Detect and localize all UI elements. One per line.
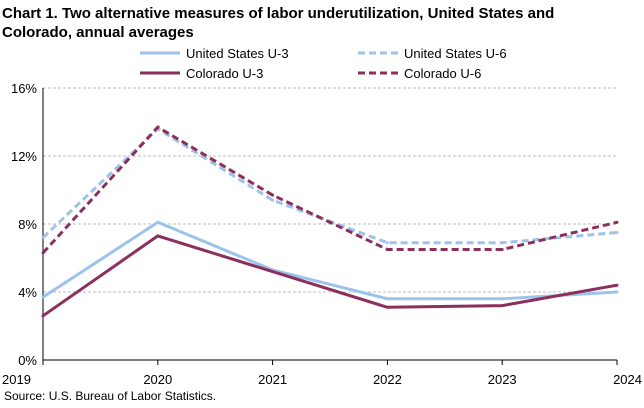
legend-label: Colorado U-3 — [186, 66, 263, 81]
data-point — [41, 295, 45, 299]
data-point — [615, 220, 619, 224]
data-point — [615, 231, 619, 234]
chart-title-line-1: Chart 1. Two alternative measures of lab… — [2, 5, 555, 22]
y-tick-label: 12% — [11, 149, 37, 164]
data-point — [156, 125, 160, 129]
chart-title: Chart 1. Two alternative measures of lab… — [2, 4, 642, 42]
legend-label: United States U-6 — [404, 46, 507, 61]
data-point — [385, 241, 389, 245]
data-point — [615, 283, 619, 287]
data-point — [500, 297, 504, 301]
data-point — [385, 305, 389, 309]
x-tick-label: 2024 — [613, 372, 642, 387]
series-line-1 — [41, 127, 618, 245]
data-point — [271, 193, 275, 197]
data-point — [271, 270, 275, 274]
data-point — [385, 297, 389, 301]
legend-label: United States U-3 — [186, 46, 289, 61]
series-line-2 — [42, 234, 618, 318]
data-point — [500, 241, 504, 245]
y-tick-label: 8% — [18, 217, 37, 232]
data-point — [385, 248, 389, 251]
y-tick-label: 4% — [18, 285, 37, 300]
x-tick-label: 2022 — [373, 372, 402, 387]
data-point — [41, 236, 45, 240]
data-point — [41, 314, 45, 318]
data-point — [156, 220, 160, 224]
x-tick-label: 2023 — [488, 372, 517, 387]
data-point — [500, 304, 504, 308]
data-point — [41, 251, 45, 255]
chart-title-line-2: Colorado, annual averages — [2, 24, 194, 41]
data-point — [500, 248, 504, 251]
y-tick-label: 0% — [18, 353, 37, 368]
y-tick-label: 16% — [11, 81, 37, 96]
data-point — [271, 198, 275, 202]
series-line-0 — [42, 220, 618, 301]
legend-label: Colorado U-6 — [404, 66, 481, 81]
x-tick-label: 2020 — [143, 372, 172, 387]
x-tick-label: 2019 — [2, 372, 31, 387]
data-point — [615, 290, 619, 294]
x-tick-label: 2021 — [258, 372, 287, 387]
data-point — [156, 234, 160, 238]
series-line-3 — [41, 125, 618, 254]
source-note: Source: U.S. Bureau of Labor Statistics. — [4, 389, 217, 403]
